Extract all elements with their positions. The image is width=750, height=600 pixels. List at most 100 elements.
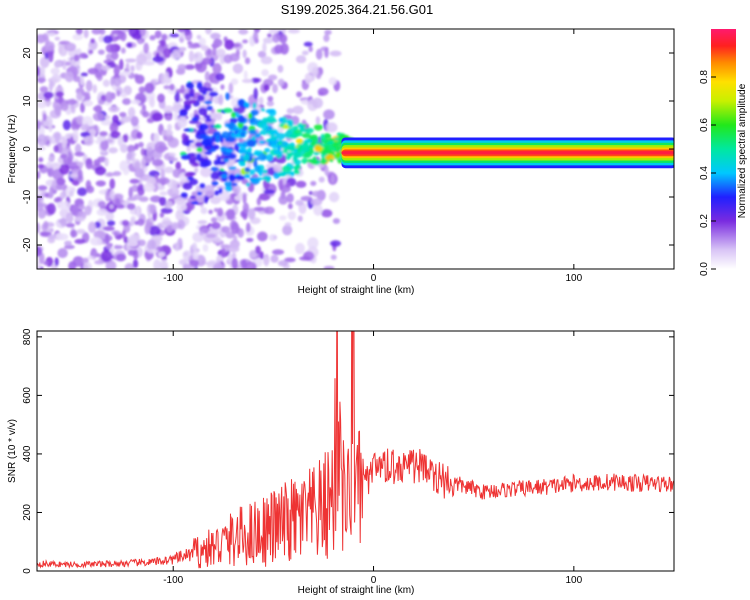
heatmap-cell (193, 51, 204, 64)
heatmap-cell (189, 112, 194, 119)
heatmap-cell (205, 29, 212, 35)
heatmap-cell (323, 132, 331, 139)
heatmap-cell (80, 124, 91, 132)
heatmap-cell (232, 63, 244, 74)
heatmap-cell (64, 240, 72, 246)
heatmap-cell (277, 64, 284, 73)
heatmap-cell (135, 206, 141, 218)
heatmap-cell (159, 212, 165, 218)
heatmap-cell (263, 84, 270, 92)
heatmap-cell (192, 242, 198, 251)
heatmap-cell (38, 157, 44, 163)
heatmap-cell (330, 240, 342, 247)
heatmap-cell (160, 207, 173, 214)
heatmap-cell (204, 145, 212, 151)
heatmap-cell (157, 93, 165, 103)
heatmap-cell (119, 143, 128, 153)
heatmap-cell (105, 91, 114, 103)
heatmap-cell (278, 123, 285, 128)
heatmap-cell (200, 167, 212, 178)
heatmap-cell (296, 91, 303, 98)
heatmap-cell (54, 105, 62, 116)
heatmap-cell (74, 151, 85, 157)
heatmap-cell (132, 259, 139, 269)
heatmap-cell (59, 163, 70, 175)
heatmap-cell (122, 98, 131, 106)
heatmap-cell (37, 202, 47, 208)
heatmap-cell (167, 123, 173, 131)
heatmap-cell (72, 33, 84, 41)
heatmap-cell (165, 114, 173, 121)
heatmap-cell (64, 71, 75, 83)
heatmap-cell (79, 74, 85, 86)
heatmap-cell (113, 77, 122, 87)
heatmap-cell (39, 86, 49, 93)
heatmap-cell (76, 91, 83, 101)
heatmap-cell (265, 153, 274, 162)
heatmap-cell (228, 174, 236, 182)
heatmap-cell (115, 198, 121, 207)
heatmap-cell (91, 29, 102, 35)
heatmap-cell (134, 143, 139, 150)
heatmap-cell (180, 192, 188, 199)
heatmap-cell (306, 158, 315, 163)
heatmap-cell (120, 70, 131, 77)
colorbar-tick-label: 0.8 (699, 70, 710, 84)
snr-xtick-label: 100 (565, 575, 582, 586)
heatmap-cell (197, 220, 208, 225)
heatmap-cell (92, 105, 102, 112)
heatmap-cell (213, 144, 220, 150)
heatmap-cell (54, 257, 59, 267)
heatmap-cell (210, 166, 219, 172)
heatmap-cell (80, 91, 91, 97)
heatmap-cell (198, 107, 208, 116)
heatmap-cell (87, 221, 97, 234)
heatmap-cell (317, 87, 329, 96)
heatmap-cell (232, 185, 241, 196)
heatmap-cell (76, 229, 86, 235)
heatmap-cell (143, 60, 156, 66)
heatmap-cell (171, 222, 179, 231)
heatmap-cell (134, 220, 139, 226)
heatmap-cell (92, 112, 105, 122)
heatmap-cell (259, 251, 264, 260)
heatmap-cell (78, 52, 88, 59)
heatmap-cell (253, 206, 265, 212)
heatmap-cell (230, 78, 239, 85)
heatmap-cell (224, 39, 235, 50)
heatmap-cell (100, 139, 109, 151)
heatmap-cell (110, 51, 119, 61)
heatmap-cell (83, 29, 89, 39)
heatmap-cell (315, 48, 323, 60)
heatmap-cell (146, 51, 153, 61)
heatmap-cell (327, 151, 335, 155)
heatmap-cell (318, 176, 325, 183)
heatmap-cell (159, 38, 166, 47)
heatmap-cell (105, 260, 117, 269)
heatmap-cell (168, 187, 180, 198)
heatmap-cell (235, 175, 246, 181)
heatmap-cell (137, 183, 145, 196)
heatmap-cell (53, 131, 62, 139)
heatmap-cell (256, 197, 262, 206)
heatmap-cell (254, 132, 261, 139)
heatmap-cell (84, 205, 92, 216)
spectrogram-heatmap (37, 29, 674, 269)
heatmap-cell (239, 131, 246, 137)
heatmap-cell (260, 56, 273, 65)
heatmap-cell (233, 234, 238, 242)
heatmap-cell (218, 187, 223, 194)
heatmap-cell (108, 147, 118, 154)
heatmap-cell (329, 50, 342, 57)
heatmap-cell (83, 100, 94, 107)
colorbar-ticks: 0.0 0.2 0.4 0.6 0.8 (699, 70, 716, 276)
heatmap-cell (225, 149, 234, 153)
heatmap-cell (175, 161, 182, 171)
heatmap-cell (220, 248, 227, 258)
heatmap-cell (292, 105, 304, 115)
snr-frame (36, 330, 675, 572)
spectrogram-ytick-label: 0 (22, 146, 33, 152)
heatmap-cell (129, 178, 140, 184)
heatmap-cell (112, 171, 122, 177)
chart-title: S199.2025.364.21.56.G01 (281, 2, 434, 17)
